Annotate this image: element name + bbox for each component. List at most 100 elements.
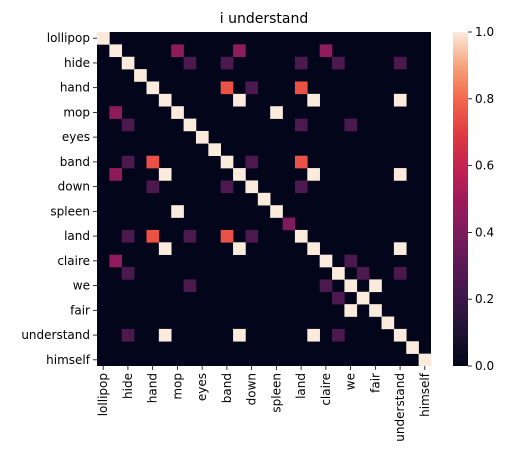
heatmap-cell	[369, 304, 382, 317]
y-tick-label: land	[64, 229, 90, 243]
heatmap-cell	[109, 254, 123, 268]
heatmap-cell	[208, 143, 221, 156]
heatmap-cell	[233, 242, 246, 255]
y-tick-label: claire	[57, 254, 90, 268]
heatmap-cell	[121, 229, 135, 243]
heatmap-cell	[171, 44, 184, 58]
heatmap-cell	[294, 155, 308, 169]
heatmap-cell	[393, 56, 407, 70]
x-tick-label: eyes	[195, 373, 209, 401]
heatmap-cell	[270, 205, 283, 218]
x-tick-label: hide	[121, 373, 135, 399]
heatmap-cell	[245, 155, 259, 169]
y-tick-label: spleen	[50, 204, 90, 218]
heatmap-cell	[146, 180, 160, 194]
heatmap-cell	[233, 328, 246, 342]
heatmap-cell	[146, 229, 160, 243]
x-tick-label: mop	[170, 373, 184, 400]
heatmap-cell	[294, 180, 308, 194]
heatmap-cell	[171, 205, 184, 218]
heatmap-cell	[220, 81, 234, 95]
y-tick-label: band	[60, 155, 90, 169]
x-tick-label: understand	[393, 373, 407, 442]
x-tick-label: land	[294, 373, 308, 399]
y-tick-label: down	[58, 180, 90, 194]
heatmap-cell	[344, 254, 358, 268]
heatmap-cell	[220, 229, 234, 243]
x-tick-label: spleen	[269, 373, 283, 413]
y-tick-label: fair	[70, 303, 90, 317]
colorbar-ticks: 0.0 0.2 0.4 0.6 0.8 1.0	[468, 25, 494, 373]
heatmap-cell	[344, 304, 358, 317]
heatmap-cell	[146, 155, 160, 169]
heatmap-cell	[332, 328, 345, 342]
colorbar	[453, 32, 468, 366]
heatmap-cell	[393, 93, 407, 107]
x-tick-label: fair	[368, 373, 382, 393]
colorbar-tick-label: 0.4	[475, 225, 494, 239]
heatmap-cell	[332, 267, 345, 280]
heatmap-cell	[393, 242, 407, 255]
heatmap-cell	[233, 44, 246, 58]
colorbar-tick-label: 0.6	[475, 159, 494, 173]
x-tick-label: down	[245, 373, 259, 405]
heatmap-cell	[344, 118, 358, 132]
heatmap-cell	[195, 130, 209, 144]
heatmap-cell	[307, 168, 320, 181]
heatmap-cell	[97, 32, 110, 45]
heatmap-cell	[418, 353, 432, 367]
heatmap-cell	[294, 56, 308, 70]
x-tick-label: claire	[319, 373, 333, 406]
x-tick-label: band	[220, 373, 234, 403]
heatmap-cell	[270, 106, 283, 119]
x-tick-label: himself	[418, 372, 432, 417]
heatmap-cell	[332, 56, 345, 70]
heatmap-cell	[307, 242, 320, 255]
y-tick-label: lollipop	[47, 31, 90, 45]
heatmap-cell	[319, 254, 333, 268]
heatmap-cell	[245, 180, 259, 194]
heatmap-cell	[393, 328, 407, 342]
heatmap-cell	[393, 168, 407, 181]
heatmap-cell	[319, 44, 333, 58]
heatmap-cell	[356, 291, 370, 305]
heatmap-cell	[121, 118, 135, 132]
y-tick-labels: lollipop hide hand mop eyes band down spleen lan…	[21, 31, 97, 367]
heatmap-cell	[245, 229, 259, 243]
heatmap-cell	[220, 56, 234, 70]
heatmap-cell	[158, 328, 172, 342]
heatmap-cell	[294, 118, 308, 132]
heatmap-cell	[171, 106, 184, 119]
heatmap-cell	[356, 267, 370, 280]
y-tick-label: himself	[46, 353, 91, 367]
heatmap-cell	[233, 93, 246, 107]
heatmap-cell	[158, 242, 172, 255]
heatmap-cell	[183, 229, 197, 243]
x-tick-label: hand	[146, 373, 160, 403]
heatmap-cell	[158, 93, 172, 107]
heatmap-cell	[183, 279, 197, 293]
x-tick-label: lollipop	[96, 373, 110, 416]
colorbar-tick-label: 0.8	[475, 92, 494, 106]
heatmap-cell	[121, 155, 135, 169]
heatmap-cell	[245, 81, 259, 95]
y-tick-label: we	[73, 279, 90, 293]
heatmap-cell	[381, 316, 395, 330]
heatmap-cell	[393, 267, 407, 280]
heatmap-cell	[121, 328, 135, 342]
y-tick-label: eyes	[62, 130, 90, 144]
heatmap-cell	[257, 192, 271, 206]
heatmap-cell	[158, 168, 172, 181]
heatmap-cell	[332, 291, 345, 305]
heatmap-cell	[146, 81, 160, 95]
heatmap-cell	[220, 180, 234, 194]
colorbar-tick-label: 0.0	[475, 359, 494, 373]
heatmap-cell	[307, 93, 320, 107]
heatmap-cell	[134, 69, 147, 82]
x-tick-label: we	[344, 373, 358, 390]
heatmap-cell	[307, 328, 320, 342]
x-tick-labels: lollipop hide hand mop eyes band down spleen lan…	[96, 366, 432, 442]
heatmap-cell	[109, 168, 123, 181]
heatmap-cell	[109, 44, 123, 58]
heatmap-cells	[97, 32, 432, 367]
